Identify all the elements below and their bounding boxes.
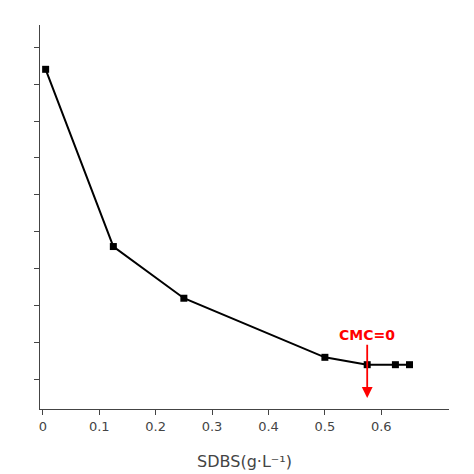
svg-text:SDBS(g·L⁻¹): SDBS(g·L⁻¹): [197, 452, 292, 471]
svg-text:0.5: 0.5: [315, 419, 336, 434]
svg-text:0.6: 0.6: [371, 419, 392, 434]
svg-text:0.2: 0.2: [145, 419, 166, 434]
svg-text:0.3: 0.3: [202, 419, 223, 434]
svg-text:0.4: 0.4: [258, 419, 279, 434]
svg-text:0: 0: [39, 419, 47, 434]
svg-text:CMC=0: CMC=0: [339, 327, 395, 343]
svg-text:0.1: 0.1: [89, 419, 110, 434]
